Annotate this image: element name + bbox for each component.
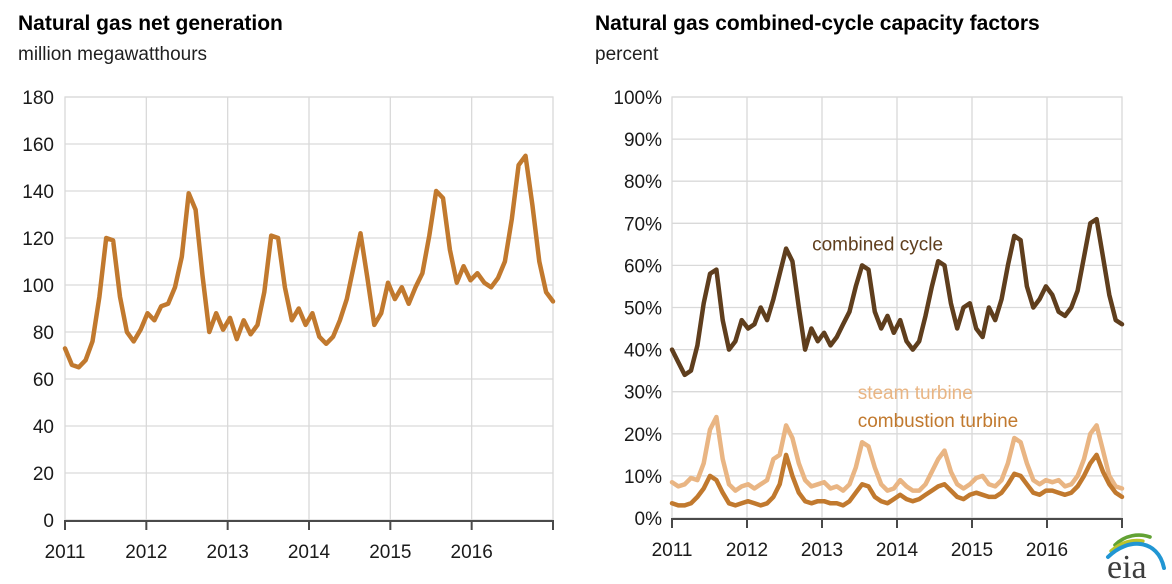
x-tick-label: 2015 xyxy=(369,542,411,563)
y-tick-label: 80 xyxy=(33,323,54,344)
y-tick-label: 40% xyxy=(624,341,662,362)
x-tick-label: 2011 xyxy=(45,542,86,563)
x-tick-label: 2016 xyxy=(1026,540,1068,561)
x-tick-label: 2014 xyxy=(876,540,919,561)
combustion-turbine-line xyxy=(669,452,1125,508)
x-tick-label: 2014 xyxy=(288,542,331,563)
net-generation-chart: 0 20 40 60 80 100 120 140 160 180 2011 2012 2013 2014… xyxy=(22,88,556,563)
y-tick-label: 0 xyxy=(43,511,54,532)
right-chart-title: Natural gas combined-cycle capacity fact… xyxy=(595,12,1040,35)
y-tick-label: 40 xyxy=(33,417,54,438)
y-tick-label: 80% xyxy=(624,172,662,193)
y-tick-label: 50% xyxy=(624,299,662,320)
x-tick-label: 2011 xyxy=(652,540,693,561)
x-tick-label: 2015 xyxy=(951,540,993,561)
x-tick-label: 2012 xyxy=(125,542,167,563)
y-tick-label: 10% xyxy=(624,467,662,488)
y-tick-label: 60% xyxy=(624,256,662,277)
y-tick-label: 100 xyxy=(22,276,54,297)
y-tick-label: 20 xyxy=(33,464,54,485)
y-tick-label: 140 xyxy=(22,182,54,203)
eia-logo: eia xyxy=(1106,533,1166,582)
left-chart-subtitle: million megawatthours xyxy=(18,44,208,65)
x-tick-label: 2013 xyxy=(207,542,249,563)
natural-gas-net-generation-line xyxy=(62,153,556,370)
right-chart-subtitle: percent xyxy=(595,44,659,65)
steam-turbine-label: steam turbine xyxy=(858,383,973,404)
y-tick-label: 100% xyxy=(613,88,662,109)
eia-logo-text: eia xyxy=(1107,549,1147,582)
y-tick-label: 60 xyxy=(33,370,54,391)
y-tick-label: 180 xyxy=(22,88,54,109)
y-tick-label: 70% xyxy=(624,214,662,235)
combustion-turbine-label: combustion turbine xyxy=(858,411,1019,432)
y-tick-label: 0% xyxy=(635,509,663,530)
eia-logo-blue-swoosh xyxy=(1106,541,1166,570)
y-tick-label: 90% xyxy=(624,130,662,151)
y-tick-label: 30% xyxy=(624,383,662,404)
eia-logo-green-swoosh xyxy=(1113,533,1152,547)
y-tick-label: 120 xyxy=(22,229,54,250)
left-chart-title: Natural gas net generation xyxy=(18,12,283,35)
combined-cycle-label: combined cycle xyxy=(812,235,943,256)
y-tick-label: 20% xyxy=(624,425,662,446)
y-tick-label: 160 xyxy=(22,135,54,156)
eia-logo-lime-swoosh xyxy=(1109,538,1145,553)
x-tick-label: 2016 xyxy=(451,542,493,563)
x-tick-label: 2013 xyxy=(801,540,843,561)
x-tick-label: 2012 xyxy=(726,540,768,561)
steam-turbine-line xyxy=(669,414,1125,493)
capacity-factors-chart: 0% 10% 20% 30% 40% 50% 60% 70% 80% 90% 100% 2011 201… xyxy=(613,88,1125,561)
combined-cycle-line xyxy=(669,216,1125,378)
